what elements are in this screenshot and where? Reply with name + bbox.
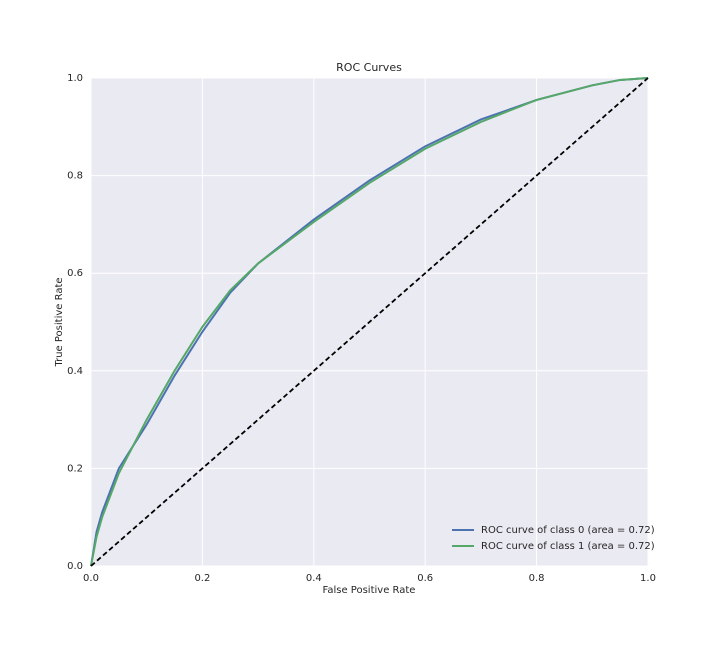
chart-title: ROC Curves <box>336 61 402 74</box>
y-tick-label: 0.8 <box>67 171 83 182</box>
y-tick-label: 1.0 <box>67 73 83 84</box>
x-axis-label: False Positive Rate <box>323 585 416 596</box>
y-tick-label: 0.2 <box>67 463 83 474</box>
roc-line <box>90 77 649 567</box>
x-tick-label: 0.8 <box>529 573 545 584</box>
legend-label: ROC curve of class 1 (area = 0.72) <box>481 541 655 552</box>
y-axis-label: True Positive Rate <box>54 277 65 367</box>
y-tick-label: 0.4 <box>67 366 83 377</box>
diagonal-line <box>90 77 649 567</box>
x-tick-label: 0.6 <box>417 573 433 584</box>
y-tick-label: 0.6 <box>67 268 83 279</box>
x-tick-label: 0.2 <box>194 573 210 584</box>
x-tick-label: 0.0 <box>83 573 99 584</box>
x-tick-label: 0.4 <box>306 573 322 584</box>
legend-label: ROC curve of class 0 (area = 0.72) <box>481 525 655 536</box>
x-tick-label: 1.0 <box>640 573 656 584</box>
y-tick-label: 0.0 <box>67 561 83 572</box>
